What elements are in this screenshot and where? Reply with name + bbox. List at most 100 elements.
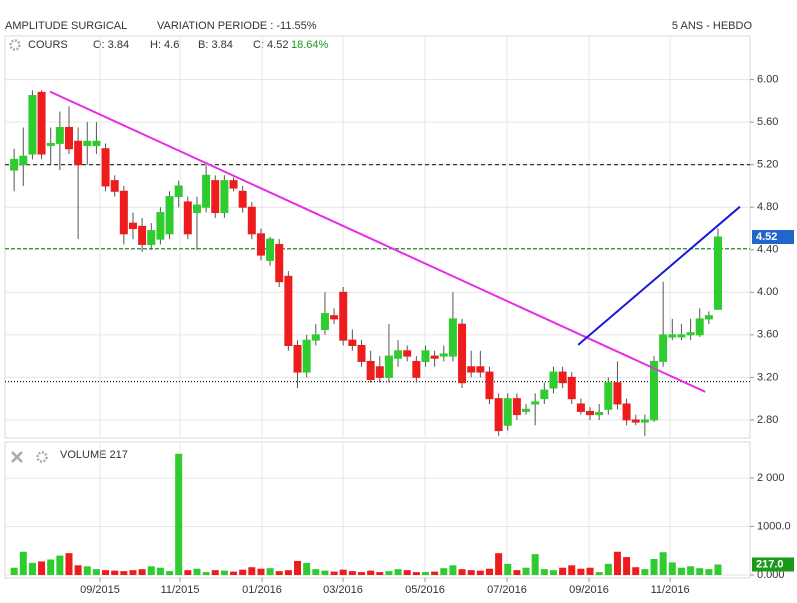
candle-body bbox=[220, 180, 229, 214]
open-label: O: 3.84 bbox=[93, 39, 129, 51]
volume-bar bbox=[458, 569, 466, 575]
volume-bar bbox=[321, 570, 329, 575]
chart-title: AMPLITUDE SURGICAL bbox=[5, 20, 127, 32]
volume-bar bbox=[129, 570, 137, 575]
candle-body bbox=[101, 148, 110, 187]
candle-body bbox=[247, 206, 256, 235]
volume-bar bbox=[531, 554, 539, 575]
candle-body bbox=[494, 398, 503, 432]
settings-icon[interactable] bbox=[36, 451, 48, 463]
x-tick-label: 05/2016 bbox=[405, 584, 445, 596]
candle-body bbox=[421, 350, 430, 362]
candle-body bbox=[522, 408, 531, 412]
y-tick-label: 3.20 bbox=[757, 371, 778, 383]
volume-bar bbox=[65, 553, 73, 575]
candle-body bbox=[558, 371, 567, 384]
volume-bar bbox=[513, 570, 521, 575]
volume-tick-label: 1000.0 bbox=[757, 520, 791, 532]
volume-bar bbox=[540, 569, 548, 575]
candle-body bbox=[595, 411, 604, 416]
candle-body bbox=[147, 230, 156, 245]
y-tick-label: 4.00 bbox=[757, 286, 778, 298]
volume-bar bbox=[568, 565, 576, 575]
candle-body bbox=[183, 201, 192, 235]
volume-bar bbox=[147, 566, 155, 575]
candle-body bbox=[165, 196, 174, 235]
volume-bar bbox=[120, 571, 128, 575]
candle-body bbox=[586, 410, 595, 416]
volume-bar bbox=[604, 563, 612, 575]
volume-bar bbox=[348, 571, 356, 575]
volume-panel bbox=[4, 441, 751, 579]
candle-body bbox=[229, 180, 238, 189]
candle-body bbox=[266, 238, 275, 261]
candle-body bbox=[714, 236, 723, 310]
candle-body bbox=[394, 350, 403, 359]
candle-body bbox=[19, 155, 28, 166]
volume-tick-label: 2 000 bbox=[757, 472, 785, 484]
candle-body bbox=[403, 350, 412, 357]
gear bbox=[36, 451, 48, 463]
volume-bar bbox=[193, 568, 201, 575]
candle-body bbox=[576, 403, 585, 412]
x-tick-label: 09/2016 bbox=[569, 584, 609, 596]
candle-body bbox=[503, 398, 512, 426]
candle-body bbox=[430, 355, 439, 359]
y-tick-label: 4.40 bbox=[757, 244, 778, 256]
y-tick-label: 5.20 bbox=[757, 159, 778, 171]
candle-body bbox=[604, 382, 613, 410]
volume-bar bbox=[330, 571, 338, 575]
candle-body bbox=[119, 190, 128, 235]
volume-bar bbox=[431, 571, 439, 575]
period: 5 ANS - HEBDO bbox=[672, 20, 753, 32]
volume-bar bbox=[138, 569, 146, 575]
cross bbox=[11, 451, 23, 463]
volume-bar bbox=[632, 567, 640, 575]
candle-body bbox=[686, 332, 695, 336]
x-tick-label: 09/2015 bbox=[80, 584, 120, 596]
y-tick-label: 6.00 bbox=[757, 74, 778, 86]
close-icon[interactable] bbox=[11, 451, 23, 463]
volume-bar bbox=[376, 572, 384, 575]
volume-bar bbox=[659, 552, 667, 575]
volume-bar bbox=[687, 566, 695, 575]
settings-icon[interactable] bbox=[9, 39, 21, 51]
candle-body bbox=[64, 126, 73, 150]
x-tick-label: 01/2016 bbox=[242, 584, 282, 596]
y-tick-label: 2.80 bbox=[757, 414, 778, 426]
x-tick-label: 11/2015 bbox=[161, 584, 200, 596]
volume-bar bbox=[56, 555, 64, 575]
volume-bar bbox=[650, 559, 658, 575]
last-price-label: 4.52 bbox=[756, 231, 777, 243]
candle-body bbox=[28, 95, 37, 155]
volume-bar bbox=[394, 569, 402, 575]
candle-body bbox=[540, 389, 549, 400]
volume-bar bbox=[623, 557, 631, 575]
volume-bar bbox=[248, 567, 256, 575]
x-tick-label: 11/2016 bbox=[651, 584, 690, 596]
candle-body bbox=[238, 190, 247, 208]
candle-body bbox=[83, 140, 92, 147]
volume-bar bbox=[440, 568, 448, 575]
y-tick-label: 4.80 bbox=[757, 201, 778, 213]
candle-body bbox=[74, 140, 83, 166]
candle-body bbox=[275, 243, 284, 283]
candle-body bbox=[192, 204, 201, 214]
candle-body bbox=[284, 275, 293, 346]
last-volume-label: 217.0 bbox=[756, 558, 784, 570]
price-label: COURS bbox=[28, 39, 68, 51]
volume-bar bbox=[403, 570, 411, 575]
candle-body bbox=[448, 318, 457, 357]
candle-body bbox=[549, 371, 558, 389]
volume-bar bbox=[266, 568, 274, 575]
volume-bar bbox=[504, 563, 512, 575]
volume-bar bbox=[696, 568, 704, 575]
volume-bar bbox=[495, 553, 503, 575]
candle-body bbox=[37, 91, 46, 155]
volume-bar bbox=[358, 572, 366, 575]
candle-body bbox=[677, 334, 686, 338]
candle-body bbox=[613, 382, 622, 405]
candle-body bbox=[622, 403, 631, 421]
